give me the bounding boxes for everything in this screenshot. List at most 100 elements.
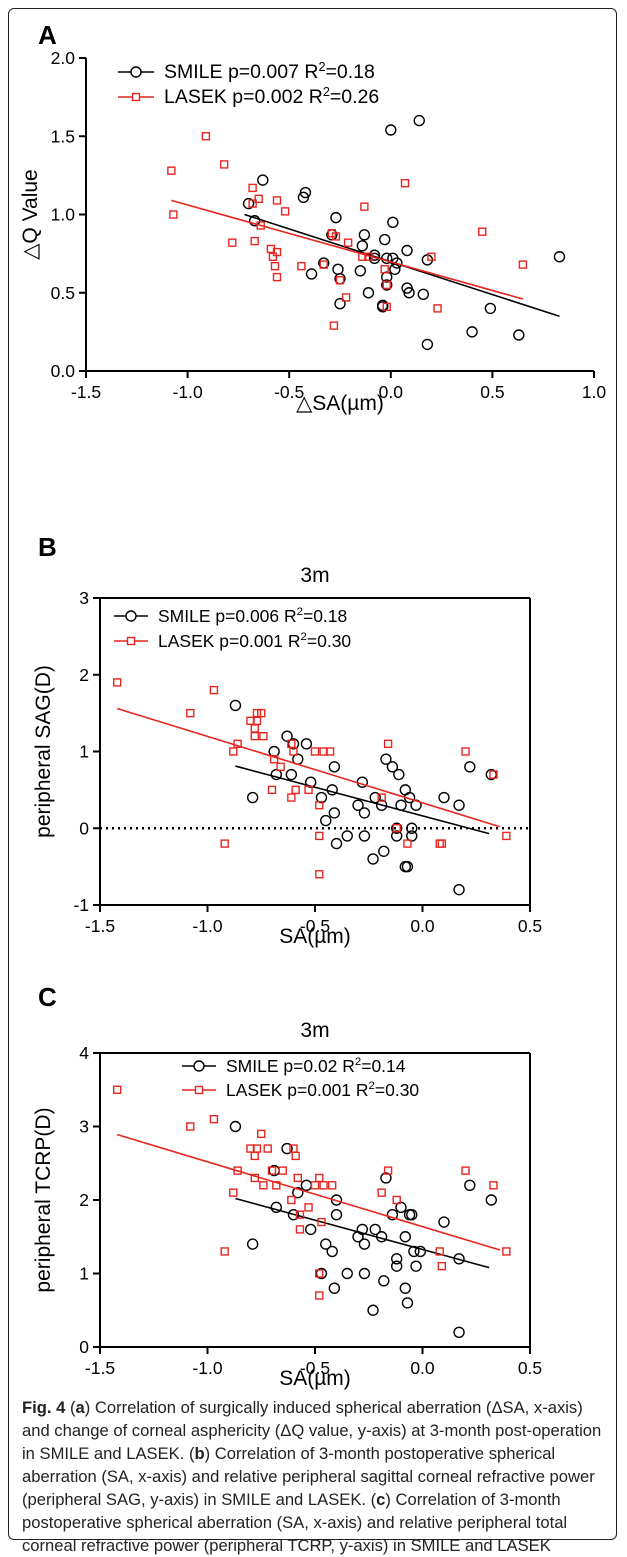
lasek-point [287,793,296,802]
lasek-point [382,280,391,290]
smile-fit-line [235,765,490,835]
y-tick-label: 1.0 [51,205,76,225]
smile-point [285,768,298,781]
lasek-point [209,1114,219,1124]
legend-stats-value: =0.30 [375,1080,420,1100]
legend-series-name: LASEK [226,1080,287,1100]
lasek-fit-line [116,707,501,828]
figure-plots: A -1.5 -1.0 -0.5 0.0 0.5 1.0 0.0 0.5 1.0 1.5 2.0 △SA… [19,20,607,1390]
lasek-point [257,708,266,718]
smile-point [305,268,318,280]
figure-frame [8,8,617,1540]
lasek-point [280,207,290,216]
smile-point [369,791,381,804]
x-tick-label: -1.5 [85,916,115,936]
lasek-point [343,238,353,247]
smile-point [453,1253,465,1265]
lasek-point [186,708,195,718]
lasek-point [328,1181,337,1190]
legend-stats-value: =0.14 [361,1056,406,1076]
x-tick-label: 0.5 [480,382,504,402]
smile-point [328,1282,341,1294]
legend-stats-value: =0.18 [303,606,347,626]
chart-title: 3m [300,1019,329,1042]
lasek-point [319,260,328,269]
x-tick-label: -1.5 [71,382,101,402]
lasek-point [228,238,237,247]
lasek-point [310,1181,320,1190]
lasek-point [489,1181,498,1190]
smile-point [358,807,371,819]
smile-point [356,240,369,252]
smile-point [300,1179,313,1192]
legend-stats: p=0.001 R [287,1080,368,1100]
smile-point [389,263,401,275]
smile-point [421,338,434,351]
smile-point [399,1231,411,1243]
chart-panel-b: B 3m -1.5 -1.0 -0.5 0.0 0.5 -1 0 1 2 3 SA(µm) periphe… [32,532,542,948]
lasek-fit-line [171,199,524,300]
smile-point [257,174,269,186]
y-tick-label: 1.5 [51,126,75,146]
lasek-point [364,252,373,261]
lasek-point [272,1181,281,1190]
legend-stats-superscript: 2 [301,631,307,643]
x-tick-label: -1.0 [173,382,203,402]
x-axis-label: SA(µm) [279,1367,351,1390]
smile-point [341,830,353,842]
lasek-point [489,770,498,779]
smile-point [358,830,371,842]
smile-point [403,287,415,299]
lasek-point [219,160,229,169]
legend-stats-superscript: 2 [355,1056,361,1068]
lasek-point [287,1195,296,1205]
lasek-point [229,747,238,756]
lasek-point [250,1173,260,1183]
smile-point [229,699,242,712]
smile-point [391,822,403,834]
smile-point [330,837,343,850]
smile-point [453,1326,465,1339]
x-tick-label: 0.0 [379,382,404,402]
smile-point [386,1208,399,1221]
lasek-point [329,321,339,330]
legend-marker-smile [130,66,142,78]
smile-point [401,244,413,257]
lasek-point [304,1203,313,1212]
x-tick-label: -1.5 [85,1358,115,1378]
smile-point [464,1179,476,1192]
smile-point [300,738,313,750]
y-tick-label: 1 [79,742,89,762]
lasek-point [377,1188,386,1197]
smile-point [315,791,328,804]
smile-point [399,784,411,796]
chart-title: 3m [300,564,329,587]
smile-point [379,233,391,246]
lasek-point [478,227,487,236]
lasek-point [250,724,260,733]
smile-point [381,279,393,291]
x-tick-label: 0.5 [518,1358,542,1378]
smile-point [229,1120,242,1133]
smile-point [334,298,346,310]
lasek-point [315,1269,324,1278]
lasek-point [270,261,280,271]
smile-point [484,302,497,315]
lasek-point [250,236,259,246]
lasek-point [383,1166,393,1175]
smile-point [406,1208,418,1221]
y-axis-label: △Q Value [19,169,42,259]
lasek-point [272,196,282,205]
smile-point [270,1201,282,1214]
smile-point [406,830,418,842]
lasek-point [358,252,367,261]
lasek-point [248,199,257,208]
smile-point [395,799,407,811]
x-tick-label: 1.0 [582,382,607,402]
smile-point [332,263,344,275]
smile-point [367,853,379,865]
legend-stats-superscript: 2 [318,60,325,74]
lasek-point [272,247,282,257]
smile-point [399,1282,411,1294]
legend-marker-lasek [126,636,136,646]
